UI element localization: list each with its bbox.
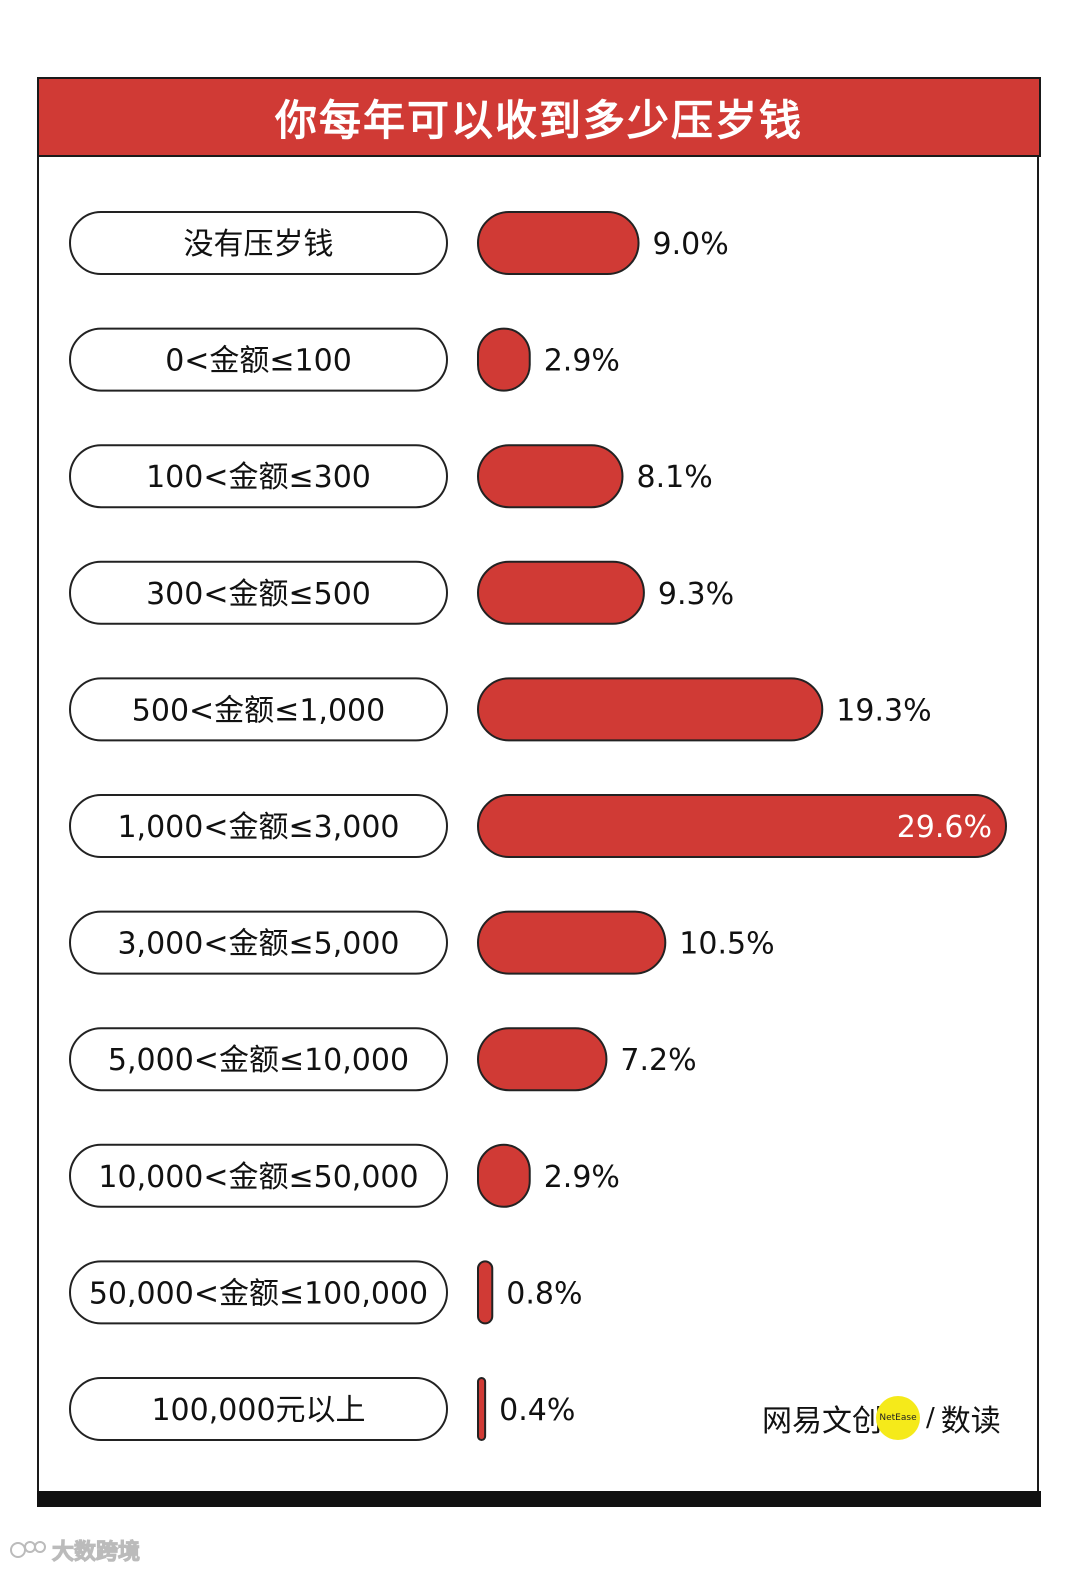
category-pill bbox=[69, 794, 448, 858]
bar bbox=[477, 211, 640, 275]
category-label: 0<金额≤100 bbox=[165, 344, 352, 379]
category-label: 100,000元以上 bbox=[151, 1393, 365, 1428]
brand-separator: / bbox=[926, 1403, 935, 1433]
bar bbox=[477, 1260, 494, 1325]
category-pill bbox=[69, 910, 448, 975]
netease-badge-text: NetEase bbox=[879, 1413, 917, 1423]
bar bbox=[477, 1027, 608, 1092]
bar bbox=[477, 910, 667, 975]
bar-value-label: 2.9% bbox=[544, 344, 620, 379]
category-label: 300<金额≤500 bbox=[146, 577, 371, 612]
category-label: 100<金额≤300 bbox=[146, 460, 371, 495]
category-pill bbox=[69, 327, 448, 392]
bar bbox=[477, 560, 645, 625]
bar-value-label: 2.9% bbox=[544, 1160, 620, 1195]
bar bbox=[477, 444, 624, 509]
brand-logo: 网易文创 NetEase / 数读 bbox=[762, 1390, 1001, 1446]
netease-badge-icon: NetEase bbox=[876, 1396, 920, 1440]
bar-value-label: 29.6% bbox=[897, 810, 992, 845]
category-pill bbox=[69, 1377, 448, 1441]
brand-name: 网易文创 bbox=[762, 1404, 882, 1439]
category-pill bbox=[69, 444, 448, 509]
chart-title: 你每年可以收到多少压岁钱 bbox=[274, 95, 803, 145]
bar-value-label: 0.8% bbox=[506, 1276, 582, 1311]
watermark: 大数跨境 bbox=[10, 1534, 141, 1566]
category-label: 500<金额≤1,000 bbox=[132, 693, 385, 728]
bar-value-label: 0.4% bbox=[499, 1393, 575, 1428]
bar-value-label: 9.0% bbox=[653, 227, 729, 262]
bar bbox=[477, 794, 1007, 858]
category-label: 3,000<金额≤5,000 bbox=[117, 927, 399, 962]
category-pill bbox=[69, 560, 448, 625]
category-label: 50,000<金额≤100,000 bbox=[89, 1276, 428, 1311]
brand-subname: 数读 bbox=[940, 1404, 1001, 1439]
bar bbox=[477, 327, 531, 392]
category-pill bbox=[69, 1143, 448, 1208]
bar bbox=[477, 677, 824, 742]
category-pill bbox=[69, 211, 448, 275]
category-pill bbox=[69, 1260, 448, 1325]
title-banner: 你每年可以收到多少压岁钱 bbox=[37, 77, 1041, 157]
bar bbox=[477, 1377, 487, 1441]
bar bbox=[477, 1143, 531, 1208]
bar-value-label: 19.3% bbox=[836, 693, 931, 728]
watermark-text: 大数跨境 bbox=[51, 1540, 141, 1566]
category-pill bbox=[69, 677, 448, 742]
bottom-bar bbox=[37, 1491, 1041, 1507]
watermark-logo-icon bbox=[10, 1541, 46, 1558]
category-label: 1,000<金额≤3,000 bbox=[117, 810, 399, 845]
bar-value-label: 8.1% bbox=[636, 460, 712, 495]
bar-value-label: 9.3% bbox=[658, 577, 734, 612]
bar-value-label: 7.2% bbox=[620, 1043, 696, 1078]
category-label: 5,000<金额≤10,000 bbox=[108, 1043, 409, 1078]
category-pill bbox=[69, 1027, 448, 1092]
bar-value-label: 10.5% bbox=[679, 927, 774, 962]
category-label: 10,000<金额≤50,000 bbox=[98, 1160, 418, 1195]
category-label: 没有压岁钱 bbox=[184, 227, 334, 262]
